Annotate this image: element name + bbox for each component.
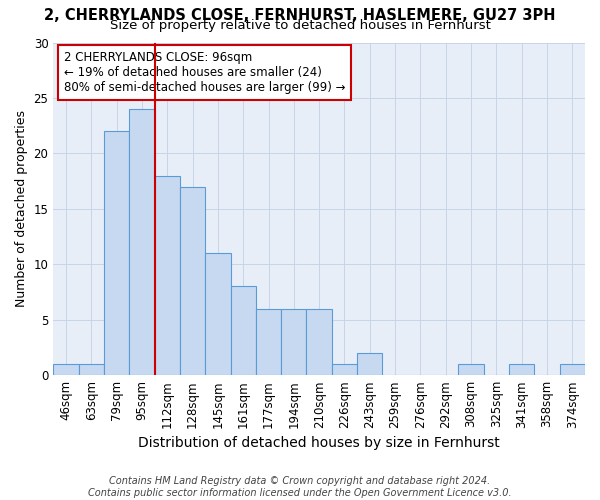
Bar	[230, 286, 256, 375]
Bar	[79, 364, 104, 375]
X-axis label: Distribution of detached houses by size in Fernhurst: Distribution of detached houses by size …	[138, 436, 500, 450]
Bar	[560, 364, 585, 375]
Bar	[307, 308, 332, 375]
Text: Contains HM Land Registry data © Crown copyright and database right 2024.
Contai: Contains HM Land Registry data © Crown c…	[88, 476, 512, 498]
Bar	[53, 364, 79, 375]
Text: 2 CHERRYLANDS CLOSE: 96sqm
← 19% of detached houses are smaller (24)
80% of semi: 2 CHERRYLANDS CLOSE: 96sqm ← 19% of deta…	[64, 51, 346, 94]
Text: 2, CHERRYLANDS CLOSE, FERNHURST, HASLEMERE, GU27 3PH: 2, CHERRYLANDS CLOSE, FERNHURST, HASLEME…	[44, 8, 556, 22]
Bar	[509, 364, 535, 375]
Y-axis label: Number of detached properties: Number of detached properties	[15, 110, 28, 308]
Text: Size of property relative to detached houses in Fernhurst: Size of property relative to detached ho…	[110, 19, 490, 32]
Bar	[281, 308, 307, 375]
Bar	[129, 109, 155, 375]
Bar	[256, 308, 281, 375]
Bar	[155, 176, 180, 375]
Bar	[332, 364, 357, 375]
Bar	[458, 364, 484, 375]
Bar	[180, 186, 205, 375]
Bar	[104, 131, 129, 375]
Bar	[357, 353, 382, 375]
Bar	[205, 253, 230, 375]
